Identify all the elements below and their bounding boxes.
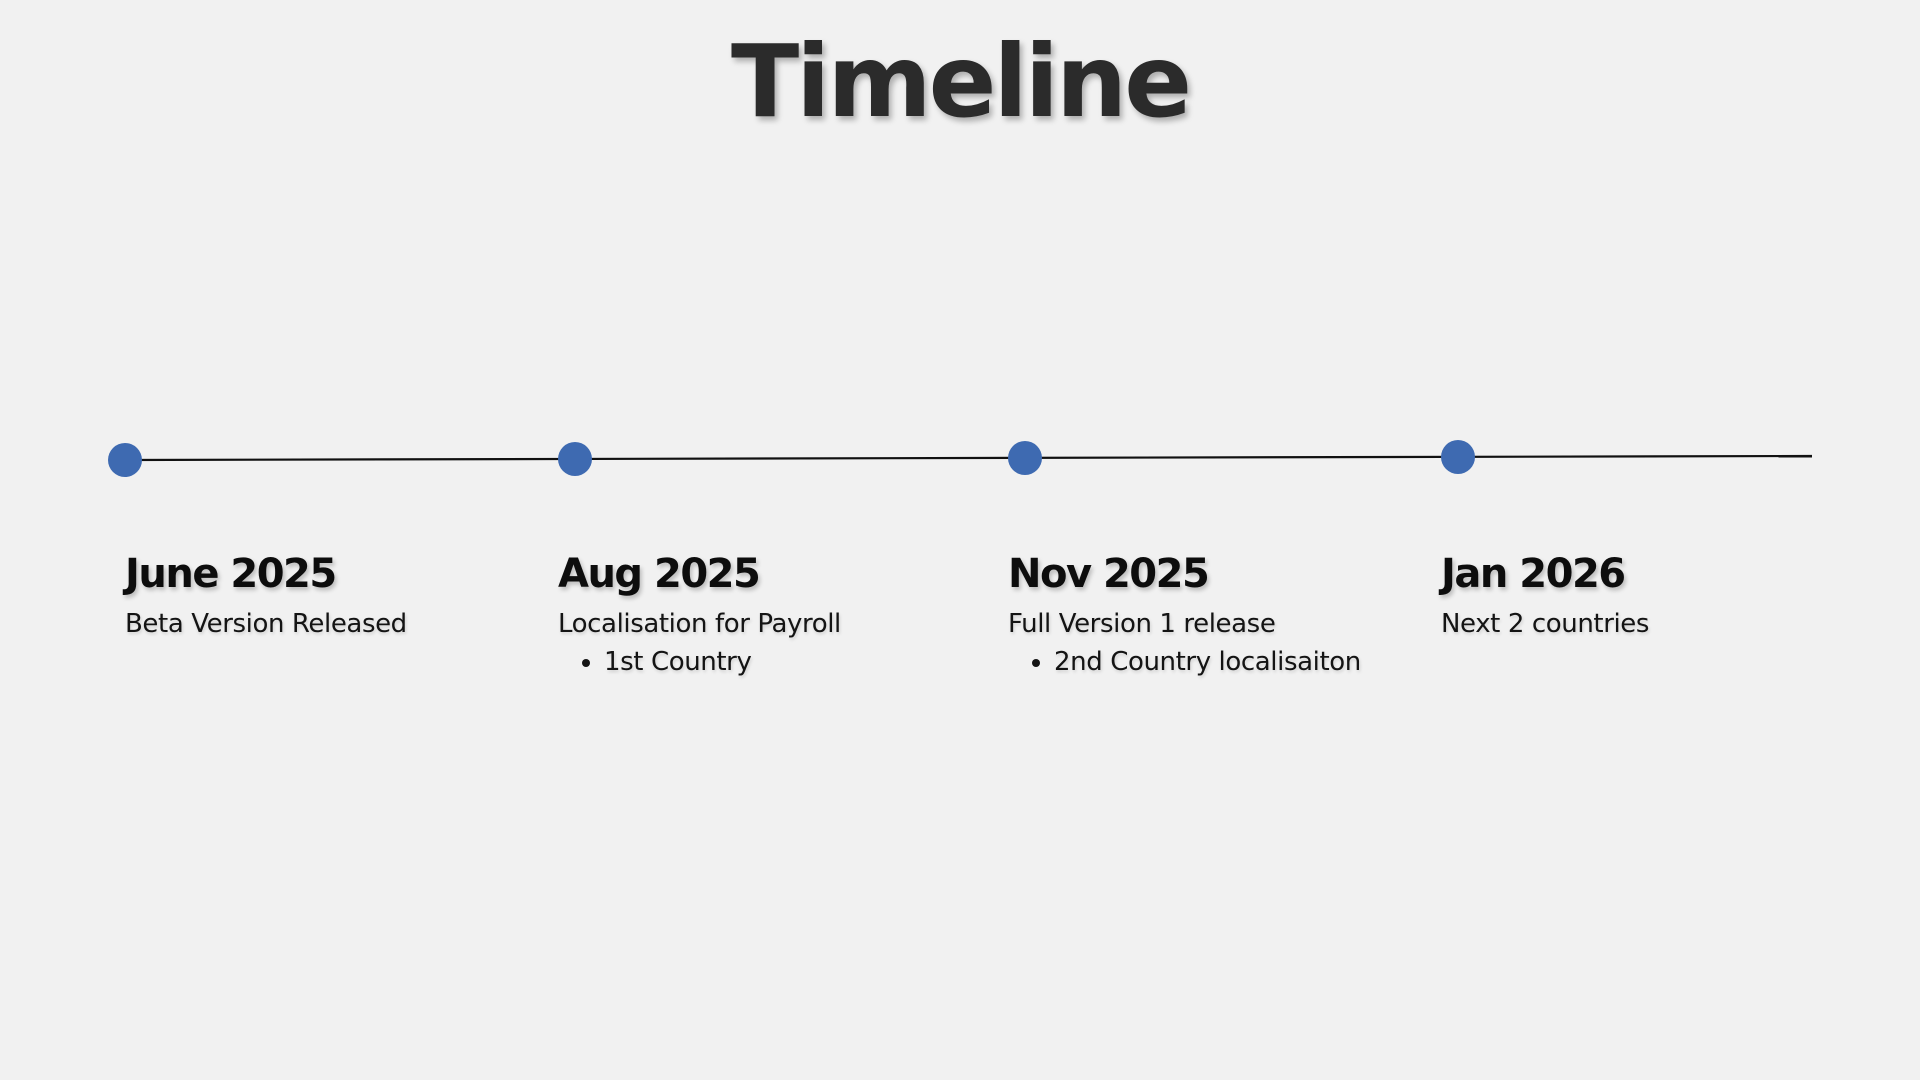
milestone-description: Localisation for Payroll [558, 609, 841, 639]
milestone-bullet: 1st Country [604, 643, 841, 681]
milestone-bullet-list: 1st Country [558, 643, 841, 681]
milestone-date: Jan 2026 [1441, 551, 1626, 597]
milestone-date: Nov 2025 [1008, 551, 1210, 597]
milestone-date: June 2025 [125, 551, 337, 597]
milestone-bullet: 2nd Country localisaiton [1054, 643, 1361, 681]
milestone-2: Aug 2025 Localisation for Payroll 1st Co… [558, 548, 841, 681]
milestone-bullet-list: 2nd Country localisaiton [1008, 643, 1361, 681]
milestone-description: Beta Version Released [125, 609, 407, 639]
slide-title: Timeline [730, 23, 1192, 140]
milestone-dot-1 [108, 443, 142, 477]
milestone-4: Jan 2026 Next 2 countries [1441, 548, 1649, 643]
milestone-description: Full Version 1 release [1008, 609, 1276, 639]
milestone-3: Nov 2025 Full Version 1 release 2nd Coun… [1008, 548, 1361, 681]
timeline-axis-line [124, 454, 1813, 462]
milestone-1: June 2025 Beta Version Released [125, 548, 407, 643]
milestone-dot-4 [1441, 440, 1475, 474]
milestone-description: Next 2 countries [1441, 609, 1650, 639]
milestone-date: Aug 2025 [558, 551, 761, 597]
milestone-dot-2 [558, 442, 592, 476]
milestone-dot-3 [1008, 441, 1042, 475]
